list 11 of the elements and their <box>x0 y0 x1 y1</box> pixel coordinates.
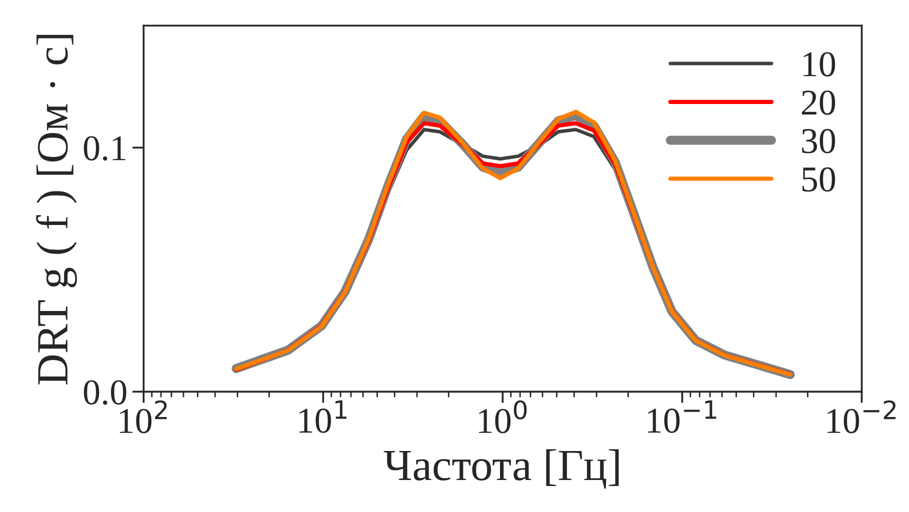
legend-label: 50 <box>802 167 836 192</box>
x-tick-label: 10$^{−2}$ <box>828 400 896 434</box>
y-tick-label: 0.1 <box>84 136 126 161</box>
legend-label: 10 <box>804 52 836 77</box>
y-axis-title: DRT g ( f ) [Ом · с] <box>36 34 77 384</box>
x-tick-label: 10$^{1}$ <box>299 400 346 433</box>
x-axis-title: Частота [Гц] <box>384 449 619 489</box>
x-tick-label: 10$^{−1}$ <box>648 400 716 433</box>
x-tick-label: 10$^{0}$ <box>478 400 527 434</box>
legend-label: 20 <box>802 90 836 115</box>
legend-label: 30 <box>802 128 836 154</box>
